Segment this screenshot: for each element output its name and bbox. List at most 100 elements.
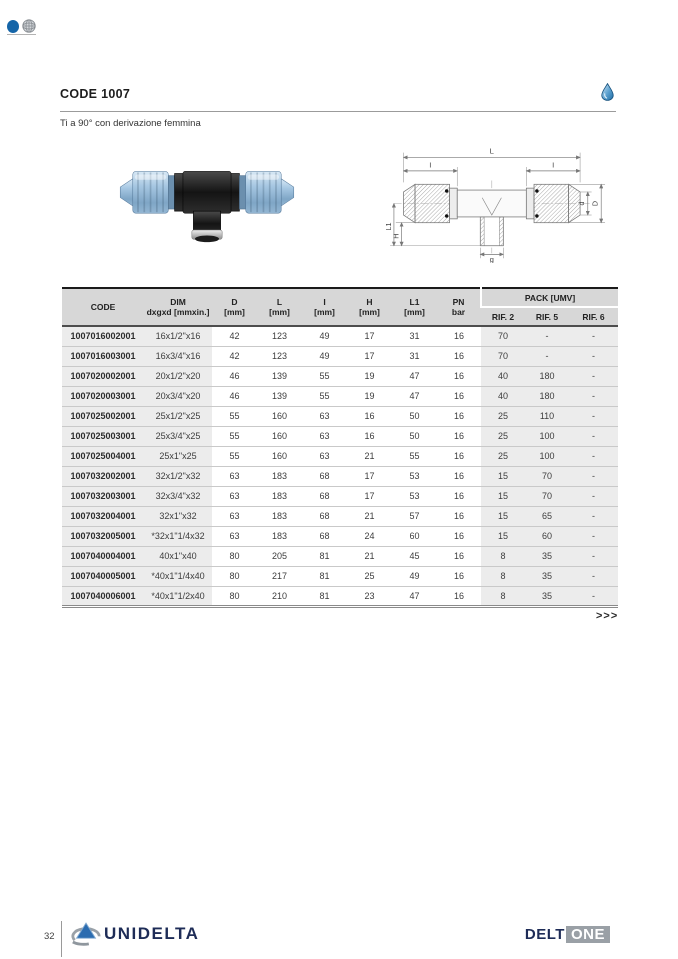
cell-rif6: -	[569, 366, 618, 387]
table-row: 1007032002001 32x1/2"x32 63 183 68 17 53 16 15 70…	[62, 466, 618, 487]
cell-l1: 49	[392, 566, 437, 587]
cell-d: 55	[212, 426, 257, 447]
cell-pn: 16	[437, 546, 481, 567]
cell-h: 21	[347, 546, 392, 567]
cell-d: 80	[212, 546, 257, 567]
table-row: 1007040005001 *40x1"1/4x40 80 217 81 25 49 16 8 3…	[62, 566, 618, 587]
cell-rif5: -	[525, 326, 569, 347]
cell-rif6: -	[569, 426, 618, 447]
table-row: 1007025002001 25x1/2"x25 55 160 63 16 50 16 25 11…	[62, 406, 618, 427]
dim-label-L1: L1	[386, 223, 393, 231]
cell-rif6: -	[569, 446, 618, 467]
cell-pn: 16	[437, 506, 481, 527]
col-header-l: L [mm]	[257, 288, 302, 327]
cell-h: 21	[347, 446, 392, 467]
unidelta-logo-icon	[71, 922, 101, 946]
cell-rif2: 40	[481, 366, 525, 387]
cell-dim: 32x1/2"x32	[144, 466, 212, 487]
cell-d: 63	[212, 506, 257, 527]
col-header-l1: L1 [mm]	[392, 288, 437, 327]
cell-code: 1007025003001	[62, 426, 144, 447]
cell-d: 42	[212, 346, 257, 367]
spec-table: CODE DIM dxgxd [mmxin.] D [mm] L [mm] I [mm]…	[62, 287, 618, 608]
cell-h: 23	[347, 586, 392, 608]
cell-l: 160	[257, 446, 302, 467]
cell-code: 1007025004001	[62, 446, 144, 467]
cell-code: 1007032002001	[62, 466, 144, 487]
cell-pn: 16	[437, 426, 481, 447]
table-row: 1007020002001 20x1/2"x20 46 139 55 19 47 16 40 18…	[62, 366, 618, 387]
cell-d: 42	[212, 326, 257, 347]
cell-d: 55	[212, 446, 257, 467]
cell-l1: 50	[392, 426, 437, 447]
cell-pn: 16	[437, 486, 481, 507]
cell-l: 183	[257, 526, 302, 547]
cell-l1: 31	[392, 346, 437, 367]
cell-h: 25	[347, 566, 392, 587]
cell-rif5: 65	[525, 506, 569, 527]
cell-i: 68	[302, 486, 347, 507]
cell-i: 63	[302, 426, 347, 447]
cell-pn: 16	[437, 566, 481, 587]
cell-l: 205	[257, 546, 302, 567]
cell-l1: 47	[392, 586, 437, 608]
cell-h: 24	[347, 526, 392, 547]
cell-l: 123	[257, 326, 302, 347]
cell-l: 139	[257, 366, 302, 387]
cell-i: 55	[302, 366, 347, 387]
cell-code: 1007016003001	[62, 346, 144, 367]
deltone-wordmark-left: DELT	[524, 926, 565, 943]
cell-rif5: 35	[525, 566, 569, 587]
cell-code: 1007032003001	[62, 486, 144, 507]
cell-l1: 55	[392, 446, 437, 467]
deltone-wordmark-right: ONE	[565, 926, 610, 943]
cell-rif5: -	[525, 346, 569, 367]
cell-h: 17	[347, 326, 392, 347]
more-indicator: >>>	[595, 610, 618, 622]
top-rule	[7, 34, 36, 35]
cell-code: 1007016002001	[62, 326, 144, 347]
cell-l: 123	[257, 346, 302, 367]
cell-rif2: 8	[481, 586, 525, 608]
cell-dim: 16x1/2"x16	[144, 326, 212, 347]
cell-l: 183	[257, 486, 302, 507]
cell-d: 46	[212, 386, 257, 407]
top-brand-marks	[7, 19, 36, 33]
cell-rif5: 180	[525, 366, 569, 387]
cell-l: 160	[257, 406, 302, 427]
water-drop-icon	[601, 82, 614, 106]
cell-l: 183	[257, 466, 302, 487]
cell-l1: 47	[392, 366, 437, 387]
cell-rif2: 8	[481, 566, 525, 587]
cell-h: 17	[347, 346, 392, 367]
cell-rif5: 110	[525, 406, 569, 427]
cell-h: 21	[347, 506, 392, 527]
cell-l: 160	[257, 426, 302, 447]
product-subtitle: Ti a 90° con derivazione femmina	[60, 118, 201, 129]
cell-dim: 20x3/4"x20	[144, 386, 212, 407]
cell-h: 19	[347, 366, 392, 387]
cell-i: 68	[302, 466, 347, 487]
cell-d: 80	[212, 586, 257, 608]
cell-l: 139	[257, 386, 302, 407]
cell-rif5: 100	[525, 426, 569, 447]
col-header-d: D [mm]	[212, 288, 257, 327]
cell-d: 63	[212, 466, 257, 487]
cell-i: 68	[302, 526, 347, 547]
cell-i: 81	[302, 586, 347, 608]
table-row: 1007032004001 32x1"x32 63 183 68 21 57 16 15 65-	[62, 506, 618, 527]
cell-rif6: -	[569, 546, 618, 567]
cell-d: 46	[212, 366, 257, 387]
cell-rif6: -	[569, 486, 618, 507]
cell-rif2: 15	[481, 486, 525, 507]
cell-i: 49	[302, 326, 347, 347]
cell-code: 1007040005001	[62, 566, 144, 587]
cell-pn: 16	[437, 406, 481, 427]
cell-i: 55	[302, 386, 347, 407]
table-row: 1007025004001 25x1"x25 55 160 63 21 55 16 25 100-	[62, 446, 618, 467]
cell-h: 16	[347, 406, 392, 427]
col-header-pn: PN bar	[437, 288, 481, 327]
cell-rif6: -	[569, 506, 618, 527]
cell-code: 1007025002001	[62, 406, 144, 427]
cell-h: 17	[347, 466, 392, 487]
